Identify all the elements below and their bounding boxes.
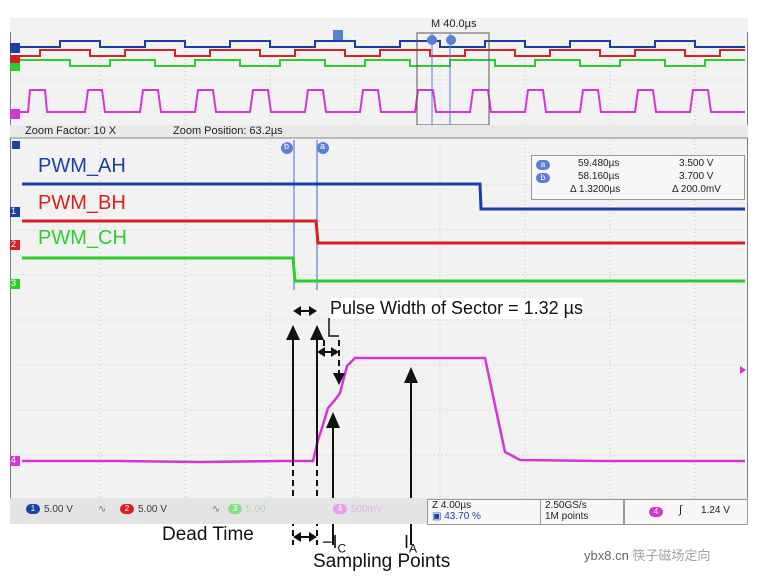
- zoom-factor-label: Zoom Factor: 10 X: [25, 125, 117, 137]
- zoom-ch3-trace: [22, 256, 745, 283]
- sampling-points-annotation: Sampling Points: [313, 551, 451, 572]
- zoom-ch4-trace: [22, 356, 745, 464]
- ch1-bw-icon: ∿: [98, 504, 107, 515]
- trigger-level-icon: [740, 366, 746, 374]
- readout-b-value: 3.700 V: [679, 171, 714, 182]
- ch2-scale[interactable]: 2 5.00 V: [120, 501, 167, 519]
- status-bar: 1 5.00 V ∿ 2 5.00 V ∿ 3 5.00 4 500mV Z 4.00µ…: [10, 498, 748, 525]
- cursor-a-letter: a: [320, 141, 326, 151]
- overview-ch1-trace: [18, 40, 745, 48]
- pwm-bh-label: PWM_BH: [38, 192, 126, 214]
- zoom-position-label: Zoom Position: 63.2µs: [173, 125, 283, 137]
- ch2-number: 2: [11, 239, 17, 249]
- neg-ic-annotation: −IC: [322, 532, 347, 556]
- ch3-overview-marker-icon: [10, 63, 20, 71]
- horizontal-position: ▣ 43.70 %: [432, 511, 481, 522]
- readout-delta-value: Δ 200.0mV: [672, 184, 721, 195]
- timebase-panel[interactable]: Z 4.00µs ▣ 43.70 %: [427, 499, 541, 525]
- ia-annotation: IA: [404, 532, 418, 556]
- ch2-zoom-marker-icon: [10, 240, 20, 250]
- ch1-number: 1: [11, 206, 17, 216]
- readout-b-time: 58.160µs: [578, 171, 620, 182]
- ch1-zoom-marker-icon: [10, 207, 20, 217]
- record-length: 1M points: [545, 511, 589, 522]
- ch2-bw-icon: ∿: [212, 504, 221, 515]
- dead-time-annotation: Dead Time: [162, 524, 254, 545]
- readout-delta-time: Δ 1.3200µs: [570, 184, 621, 195]
- readout-cursor-a-icon: a: [536, 160, 550, 170]
- pulse-width-annotation: Pulse Width of Sector = 1.32 µs: [330, 298, 583, 319]
- ch3-chip-icon: 3: [228, 504, 242, 515]
- ch3-number: 3: [11, 278, 17, 288]
- overview-grid: [18, 35, 745, 125]
- trigger-source-icon: 4: [649, 507, 663, 517]
- acquisition-panel[interactable]: 2.50GS/s 1M points: [540, 499, 624, 525]
- readout-a-time: 59.480µs: [578, 158, 620, 169]
- trigger-marker-icon: [333, 30, 343, 40]
- timebase-value: Z 4.00µs: [432, 500, 472, 511]
- cursor-b-icon: [281, 142, 293, 154]
- ch2-chip-icon: 2: [120, 504, 134, 515]
- pwm-ah-label: PWM_AH: [38, 155, 126, 177]
- trigger-panel[interactable]: 4 ∫ 1.24 V: [624, 499, 748, 525]
- overview-ch2-trace: [18, 49, 745, 57]
- overview-cursor-a-icon: [446, 35, 456, 45]
- ch1-scale[interactable]: 1 5.00 V: [26, 501, 73, 519]
- zoom-ch2-trace: [22, 219, 745, 245]
- readout-cursor-b-icon: b: [536, 173, 550, 183]
- zoom-trigger-icon: [12, 141, 20, 149]
- overview-ch4-trace: [18, 89, 745, 113]
- ch2-overview-marker-icon: [10, 55, 20, 63]
- ch3-zoom-marker-icon: [10, 279, 20, 289]
- trigger-level: 1.24 V: [701, 505, 730, 516]
- ch4-chip-icon: 4: [333, 504, 347, 515]
- sample-rate: 2.50GS/s: [545, 500, 587, 511]
- cursor-b-letter: b: [284, 141, 290, 151]
- cursor-readout-panel: a 59.480µs 3.500 V b 58.160µs 3.700 V Δ …: [531, 155, 745, 200]
- ch4-overview-marker-icon: [10, 109, 20, 119]
- ch3-scale[interactable]: 3 5.00: [228, 501, 265, 519]
- ch4-scale[interactable]: 4 500mV: [333, 501, 383, 519]
- ch4-zoom-marker-icon: [10, 456, 20, 466]
- trigger-slope-icon: ∫: [679, 504, 683, 516]
- overview-marker-label: M 40.0µs: [431, 18, 477, 30]
- ch1-overview-marker-icon: [10, 43, 20, 53]
- overview-cursor-b-icon: [427, 35, 437, 45]
- position-icon: ▣: [432, 511, 445, 522]
- ch1-chip-icon: 1: [26, 504, 40, 515]
- zoom-ch1-trace: [22, 182, 745, 211]
- readout-a-value: 3.500 V: [679, 158, 714, 169]
- cursor-a-icon: [317, 142, 329, 154]
- overview-ch3-trace: [18, 59, 745, 67]
- ch4-number: 4: [11, 455, 17, 465]
- pwm-ch-label: PWM_CH: [38, 227, 127, 249]
- watermark: ybx8.cn 筷子磁场定向: [584, 545, 711, 564]
